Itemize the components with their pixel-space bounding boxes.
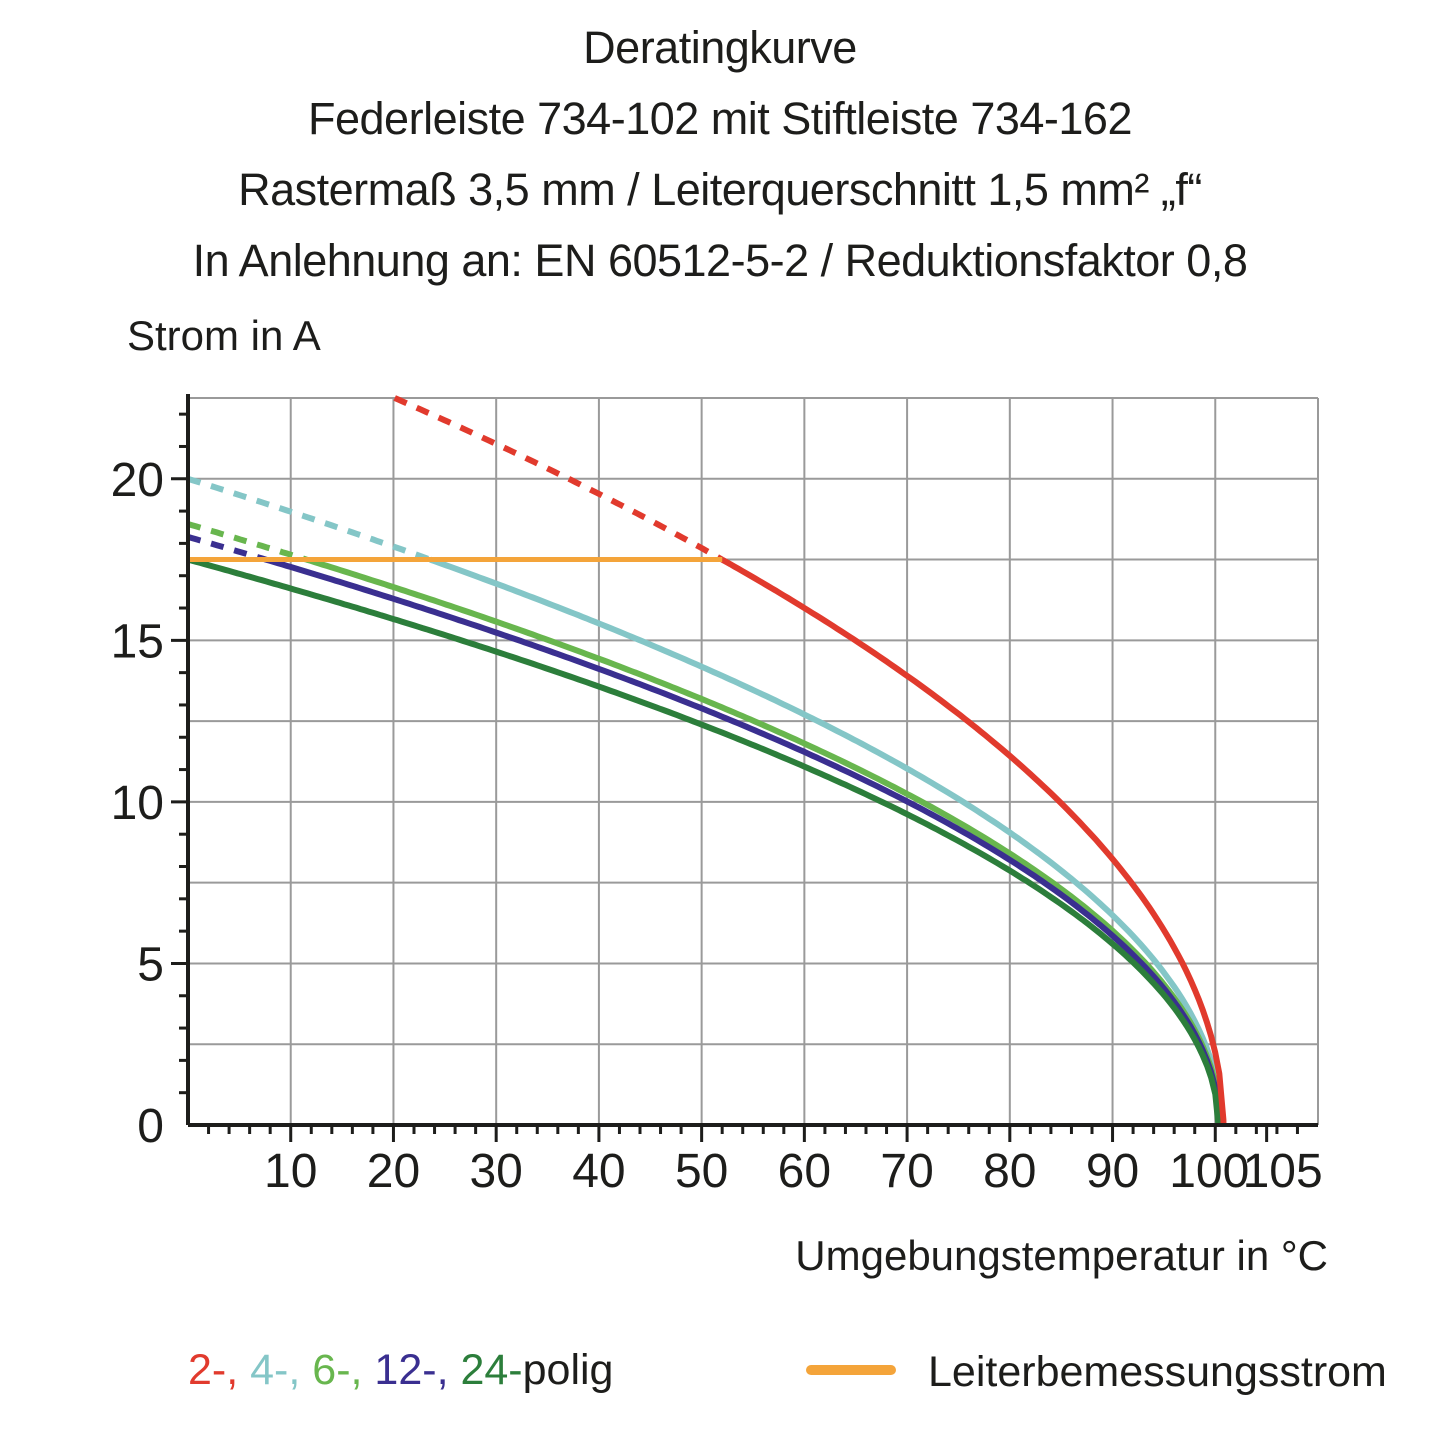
legend-pole-suffix: polig (522, 1346, 614, 1394)
x-tick-label: 105 (1243, 1145, 1323, 1198)
curve-12-polig-dashed (187, 534, 267, 563)
y-axis-title: Strom in A (127, 312, 321, 359)
chart-subtitle-dimensions: Rastermaß 3,5 mm / Leiterquerschnitt 1,5… (238, 164, 1202, 215)
x-axis-title: Umgebungstemperatur in °C (795, 1232, 1328, 1279)
x-tick-label: 80 (983, 1145, 1036, 1198)
x-tick-label: 90 (1086, 1145, 1139, 1198)
curve-6-polig-dashed (187, 521, 308, 563)
legend-limit-label: Leiterbemessungsstrom (928, 1348, 1387, 1397)
y-tick-label: 0 (137, 1100, 164, 1153)
curve-24-polig (187, 556, 1222, 1126)
x-tick-label: 60 (778, 1145, 831, 1198)
chart-subtitle-standard: In Anlehnung an: EN 60512-5-2 / Reduktio… (192, 235, 1248, 286)
x-tick-label: 30 (469, 1145, 522, 1198)
x-tick-label: 70 (880, 1145, 933, 1198)
legend-pole-item: 4-, (250, 1346, 313, 1394)
legend-pole-item: 6-, (312, 1346, 375, 1394)
legend-poles: 2-, 4-, 6-, 12-, 24-polig (188, 1346, 613, 1395)
curve-6-polig (305, 556, 1224, 1126)
y-tick-label: 5 (137, 938, 164, 991)
x-tick-label: 100 (1169, 1145, 1249, 1198)
y-tick-label: 20 (111, 454, 164, 507)
legend-limit: Leiterbemessungsstrom (806, 1346, 1387, 1397)
curve-12-polig (264, 556, 1223, 1126)
x-tick-label: 50 (675, 1145, 728, 1198)
chart-subtitle-parts: Federleiste 734-102 mit Stiftleiste 734-… (308, 93, 1132, 144)
curve-4-polig-dashed (187, 475, 432, 563)
curve-2-polig (720, 556, 1227, 1126)
limit-line-swatch (806, 1364, 896, 1375)
curve-2-polig-dashed (393, 395, 724, 563)
curve-4-polig (429, 556, 1225, 1126)
x-tick-label: 40 (572, 1145, 625, 1198)
legend-pole-item: 24- (460, 1346, 523, 1394)
legend-pole-item: 12-, (374, 1346, 461, 1394)
x-tick-label: 20 (367, 1145, 420, 1198)
y-tick-label: 10 (111, 777, 164, 830)
y-tick-label: 15 (111, 615, 164, 668)
chart-title: Deratingkurve (583, 22, 857, 73)
chart-title-block: Deratingkurve Federleiste 734-102 mit St… (0, 12, 1440, 296)
legend-pole-item: 2-, (188, 1346, 251, 1394)
x-tick-label: 10 (264, 1145, 317, 1198)
